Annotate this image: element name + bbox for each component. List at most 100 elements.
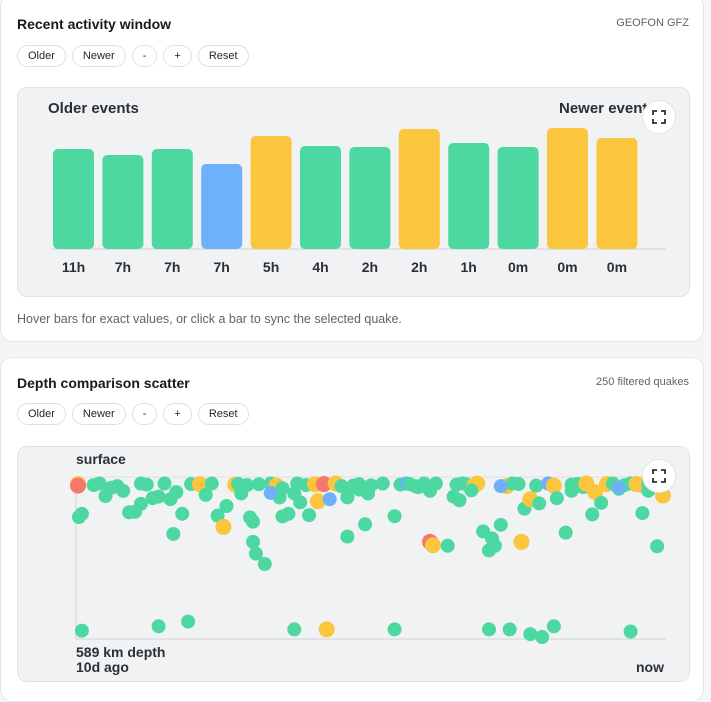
- quake-point[interactable]: [309, 493, 326, 510]
- quake-point[interactable]: [302, 508, 317, 523]
- activity-bar[interactable]: [151, 149, 193, 249]
- expand-icon: [652, 110, 666, 124]
- reset-button[interactable]: Reset: [197, 45, 249, 67]
- quake-point[interactable]: [375, 476, 390, 491]
- zoom-in-button[interactable]: +: [163, 403, 192, 425]
- quake-point[interactable]: [257, 557, 272, 572]
- quake-point[interactable]: [315, 476, 332, 493]
- quake-point[interactable]: [322, 492, 337, 507]
- quake-point[interactable]: [482, 622, 496, 637]
- quake-point[interactable]: [166, 526, 181, 541]
- quake-point[interactable]: [248, 546, 263, 561]
- quake-point[interactable]: [340, 490, 355, 505]
- quake-point[interactable]: [139, 477, 154, 492]
- quake-point[interactable]: [74, 623, 89, 638]
- quake-point[interactable]: [151, 489, 166, 504]
- zoom-out-button[interactable]: -: [131, 403, 158, 425]
- activity-bar[interactable]: [201, 164, 243, 249]
- quake-point[interactable]: [210, 508, 225, 523]
- quake-point[interactable]: [204, 476, 219, 491]
- quake-point[interactable]: [92, 476, 107, 491]
- quake-point[interactable]: [287, 622, 302, 637]
- quake-point[interactable]: [358, 517, 373, 532]
- bar-series: [53, 128, 638, 249]
- quake-point[interactable]: [251, 477, 266, 492]
- quake-point[interactable]: [440, 538, 455, 553]
- quake-point[interactable]: [529, 478, 544, 493]
- quake-point[interactable]: [246, 534, 260, 549]
- quake-point[interactable]: [523, 627, 538, 642]
- zoom-out-button[interactable]: -: [131, 45, 158, 67]
- quake-point[interactable]: [464, 483, 479, 498]
- quake-point[interactable]: [151, 619, 166, 634]
- activity-bar[interactable]: [448, 143, 490, 249]
- quake-point[interactable]: [585, 507, 600, 522]
- quake-point[interactable]: [611, 480, 626, 495]
- quake-point[interactable]: [70, 477, 86, 494]
- quake-point[interactable]: [133, 496, 148, 511]
- quake-point[interactable]: [487, 538, 502, 553]
- activity-bar[interactable]: [349, 147, 391, 249]
- quake-point[interactable]: [215, 518, 232, 535]
- quake-point[interactable]: [545, 477, 562, 494]
- activity-bar[interactable]: [250, 136, 292, 249]
- quake-point[interactable]: [71, 509, 86, 524]
- quake-point[interactable]: [493, 517, 508, 532]
- newer-button[interactable]: Newer: [71, 403, 126, 425]
- bar-tick-label: 7h: [214, 259, 230, 275]
- quake-point[interactable]: [558, 525, 573, 540]
- activity-bar[interactable]: [300, 146, 341, 249]
- quake-point[interactable]: [532, 496, 547, 511]
- quake-point[interactable]: [513, 533, 530, 550]
- quake-point[interactable]: [511, 477, 526, 492]
- quake-point[interactable]: [364, 478, 378, 493]
- activity-bar[interactable]: [596, 138, 638, 249]
- quake-point[interactable]: [157, 476, 172, 491]
- depth-fullscreen-button[interactable]: [642, 459, 676, 493]
- quake-point[interactable]: [387, 622, 402, 637]
- quake-point[interactable]: [263, 485, 278, 500]
- quake-point[interactable]: [535, 630, 550, 644]
- quake-point[interactable]: [564, 483, 579, 498]
- zoom-in-button[interactable]: +: [163, 45, 192, 67]
- quake-point[interactable]: [275, 481, 290, 496]
- activity-bar[interactable]: [398, 129, 440, 249]
- quake-point[interactable]: [98, 489, 113, 504]
- quake-point[interactable]: [650, 539, 665, 554]
- quake-point[interactable]: [340, 529, 355, 544]
- quake-point[interactable]: [549, 491, 564, 506]
- quake-point[interactable]: [546, 619, 561, 634]
- quake-point[interactable]: [635, 506, 650, 521]
- quake-point[interactable]: [175, 506, 190, 521]
- activity-bar[interactable]: [497, 147, 539, 249]
- quake-point[interactable]: [623, 624, 638, 639]
- activity-fullscreen-button[interactable]: [642, 100, 676, 134]
- newer-button[interactable]: Newer: [71, 45, 126, 67]
- older-button[interactable]: Older: [17, 403, 66, 425]
- quake-point[interactable]: [293, 495, 308, 510]
- quake-point[interactable]: [334, 479, 349, 494]
- quake-point[interactable]: [424, 537, 441, 554]
- quake-point[interactable]: [281, 506, 296, 521]
- quake-point[interactable]: [387, 509, 402, 524]
- quake-point[interactable]: [452, 493, 467, 508]
- quake-point[interactable]: [198, 487, 213, 502]
- quake-point[interactable]: [240, 478, 255, 493]
- older-button[interactable]: Older: [17, 45, 66, 67]
- activity-bar[interactable]: [53, 149, 94, 249]
- quake-point[interactable]: [116, 483, 131, 498]
- activity-bar[interactable]: [102, 155, 144, 249]
- quake-point[interactable]: [246, 514, 260, 529]
- activity-bar[interactable]: [547, 128, 588, 249]
- quake-point[interactable]: [594, 495, 609, 510]
- quake-point[interactable]: [493, 479, 508, 494]
- quake-point[interactable]: [219, 499, 234, 514]
- quake-point[interactable]: [181, 614, 196, 629]
- reset-button[interactable]: Reset: [197, 403, 249, 425]
- quake-point[interactable]: [502, 622, 517, 637]
- quake-point[interactable]: [352, 482, 367, 497]
- quake-point[interactable]: [423, 483, 437, 498]
- quake-point[interactable]: [169, 485, 184, 500]
- bar-tick-labels: 11h 7h 7h 7h 5h 4h 2h 2h 1h 0m 0m 0m: [62, 259, 627, 275]
- quake-point[interactable]: [318, 621, 335, 638]
